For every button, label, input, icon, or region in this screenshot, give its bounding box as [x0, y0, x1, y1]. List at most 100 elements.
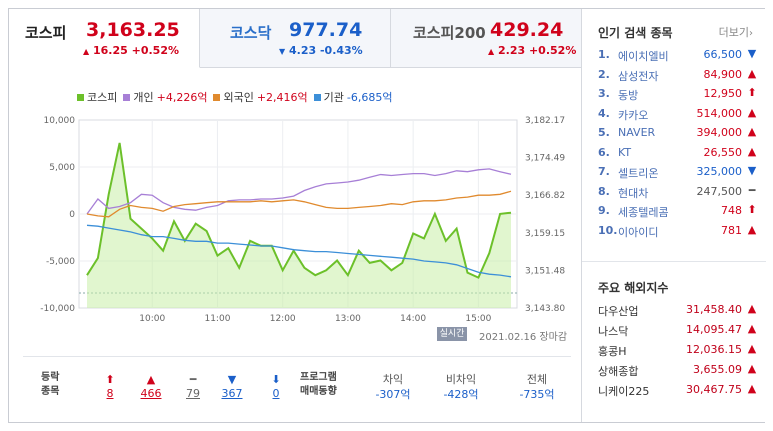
- overseas-item[interactable]: 다우산업 31,458.40 ▲: [598, 301, 758, 320]
- x-tick-label: 10:00: [139, 314, 165, 324]
- up-arrow-icon: ▲: [747, 322, 757, 335]
- trend-icon: ⬆: [747, 203, 757, 216]
- popular-item[interactable]: 5. NAVER 394,000 ▲: [598, 124, 758, 143]
- advance-decline-item[interactable]: ▲ 466: [136, 373, 166, 400]
- rank-number: 4.: [598, 106, 610, 120]
- count-link[interactable]: 0: [272, 387, 280, 400]
- up-arrow-icon: ▲: [747, 382, 757, 395]
- popular-item[interactable]: 9. 세종텔레콤 748 ⬆: [598, 202, 758, 221]
- series-line-기관: [86, 224, 512, 278]
- market-stats: 등락 종목 ⬆ 8 ▲ 466 ━ 79 ▼ 367 ⬇ 0 프로그램 매매동향 차익 -307억 비…: [23, 356, 571, 414]
- legend-value: +2,416억: [256, 91, 308, 104]
- index-name: 홍콩H: [598, 345, 627, 358]
- up-arrow-icon: ▲: [488, 47, 495, 56]
- tab-kosdaq[interactable]: 코스닥 977.74 ▼ 4.23 -0.43%: [200, 9, 391, 68]
- series-line-개인: [86, 168, 512, 215]
- program-trading-label: 프로그램 매매동향: [300, 372, 337, 397]
- stock-name: 삼성전자: [618, 69, 659, 83]
- stock-price: 325,000: [696, 165, 743, 178]
- trend-icon: ▼: [227, 373, 237, 386]
- legend-item[interactable]: 기관 -6,685억: [313, 89, 393, 105]
- trend-icon: ▲: [747, 105, 757, 119]
- rank-number: 7.: [598, 165, 610, 178]
- stock-name: 현대차: [618, 186, 649, 200]
- popular-item[interactable]: 8. 현대차 247,500 ━: [598, 183, 758, 202]
- rank-number: 8.: [598, 184, 610, 198]
- kospi-investor-chart: 10,000 5,000 0 -5,000 -10,000 3,182.17 3,174.4…: [40, 116, 565, 324]
- index-value: 3,655.09: [693, 363, 742, 376]
- program-header: 비차익: [445, 373, 477, 386]
- market-close-stamp: 2021.02.16 장마감: [479, 332, 568, 343]
- program-item: 전체 -735억: [507, 372, 567, 402]
- left-tick-label: 0: [69, 210, 75, 220]
- popular-item[interactable]: 7. 셀트리온 325,000 ▼: [598, 163, 758, 182]
- chevron-right-icon: ›: [749, 28, 753, 39]
- legend-label: 코스피: [87, 91, 118, 104]
- down-arrow-icon: ▼: [279, 47, 286, 56]
- more-link[interactable]: 더보기›: [718, 26, 753, 39]
- popular-item[interactable]: 1. 에이치엘비 66,500 ▼: [598, 46, 758, 65]
- up-arrow-icon: ▲: [747, 342, 757, 355]
- advance-decline-label: 등락 종목: [41, 372, 60, 397]
- advance-decline-item[interactable]: ⬇ 0: [261, 373, 291, 400]
- stock-name: 동방: [618, 89, 639, 102]
- legend-item[interactable]: 외국인 +2,416억: [213, 89, 308, 105]
- stock-price: 781: [721, 223, 742, 237]
- left-tick-label: 5,000: [49, 163, 75, 173]
- program-value: -735억: [519, 388, 555, 401]
- legend-swatch: [77, 93, 84, 101]
- count-link[interactable]: 8: [106, 387, 114, 400]
- legend-swatch: [213, 93, 221, 101]
- right-tick-label: 3,143.80: [525, 304, 565, 314]
- legend-item[interactable]: 개인 +4,226억: [123, 89, 207, 105]
- legend-label: 개인: [133, 91, 154, 104]
- legend-label: 기관: [323, 91, 344, 104]
- tab-kospi-name: 코스피: [25, 24, 67, 42]
- left-tick-label: -5,000: [46, 257, 75, 267]
- trend-icon: ⬆: [747, 86, 757, 99]
- count-link[interactable]: 79: [186, 387, 200, 400]
- legend-item[interactable]: 코스피: [77, 89, 117, 105]
- tab-kospi[interactable]: 코스피 3,163.25 ▲ 16.25 +0.52%: [9, 9, 200, 68]
- right-tick-label: 3,174.49: [525, 154, 565, 164]
- x-tick-label: 14:00: [400, 314, 426, 324]
- rank-number: 3.: [598, 87, 610, 100]
- trend-icon: ▼: [747, 164, 757, 177]
- legend-value: +4,226억: [156, 91, 208, 104]
- divider: [582, 261, 766, 262]
- left-tick-label: 10,000: [44, 116, 76, 126]
- index-value: 12,036.15: [686, 343, 742, 356]
- index-name: 니케이225: [598, 385, 650, 398]
- popular-item[interactable]: 2. 삼성전자 84,900 ▲: [598, 66, 758, 85]
- stock-price: 514,000: [696, 106, 743, 120]
- realtime-badge[interactable]: 실시간: [437, 327, 467, 341]
- tab-kospi-change: ▲ 16.25 +0.52%: [83, 44, 180, 57]
- overseas-item[interactable]: 나스닥 14,095.47 ▲: [598, 321, 758, 340]
- overseas-title: 주요 해외지수: [598, 281, 669, 295]
- trend-icon: ▲: [747, 222, 757, 236]
- count-link[interactable]: 367: [221, 387, 243, 400]
- popular-item[interactable]: 10. 이아이디 781 ▲: [598, 222, 758, 241]
- legend-swatch: [123, 93, 131, 101]
- advance-decline-item[interactable]: ▼ 367: [217, 373, 247, 400]
- overseas-item[interactable]: 니케이225 30,467.75 ▲: [598, 381, 758, 400]
- advance-decline-item[interactable]: ━ 79: [178, 373, 208, 400]
- trend-icon: ▼: [747, 47, 757, 60]
- series-line-코스피: [86, 142, 512, 279]
- tab-kospi200[interactable]: 코스피200 429.24 ▲ 2.23 +0.52%: [391, 9, 581, 68]
- stock-name: 셀트리온: [618, 167, 659, 180]
- advance-decline-item[interactable]: ⬆ 8: [95, 373, 125, 400]
- program-value: -428억: [443, 388, 479, 401]
- count-link[interactable]: 466: [140, 387, 162, 400]
- overseas-item[interactable]: 상해종합 3,655.09 ▲: [598, 361, 758, 380]
- popular-item[interactable]: 6. KT 26,550 ▲: [598, 144, 758, 163]
- popular-item[interactable]: 3. 동방 12,950 ⬆: [598, 85, 758, 104]
- popular-item[interactable]: 4. 카카오 514,000 ▲: [598, 105, 758, 124]
- stock-price: 66,500: [703, 48, 743, 61]
- legend-value: -6,685억: [346, 91, 393, 104]
- index-value: 31,458.40: [686, 303, 742, 316]
- rank-number: 9.: [598, 204, 610, 217]
- tab-kosdaq-value: 977.74: [289, 19, 363, 41]
- overseas-item[interactable]: 홍콩H 12,036.15 ▲: [598, 341, 758, 360]
- index-value: 14,095.47: [686, 323, 742, 336]
